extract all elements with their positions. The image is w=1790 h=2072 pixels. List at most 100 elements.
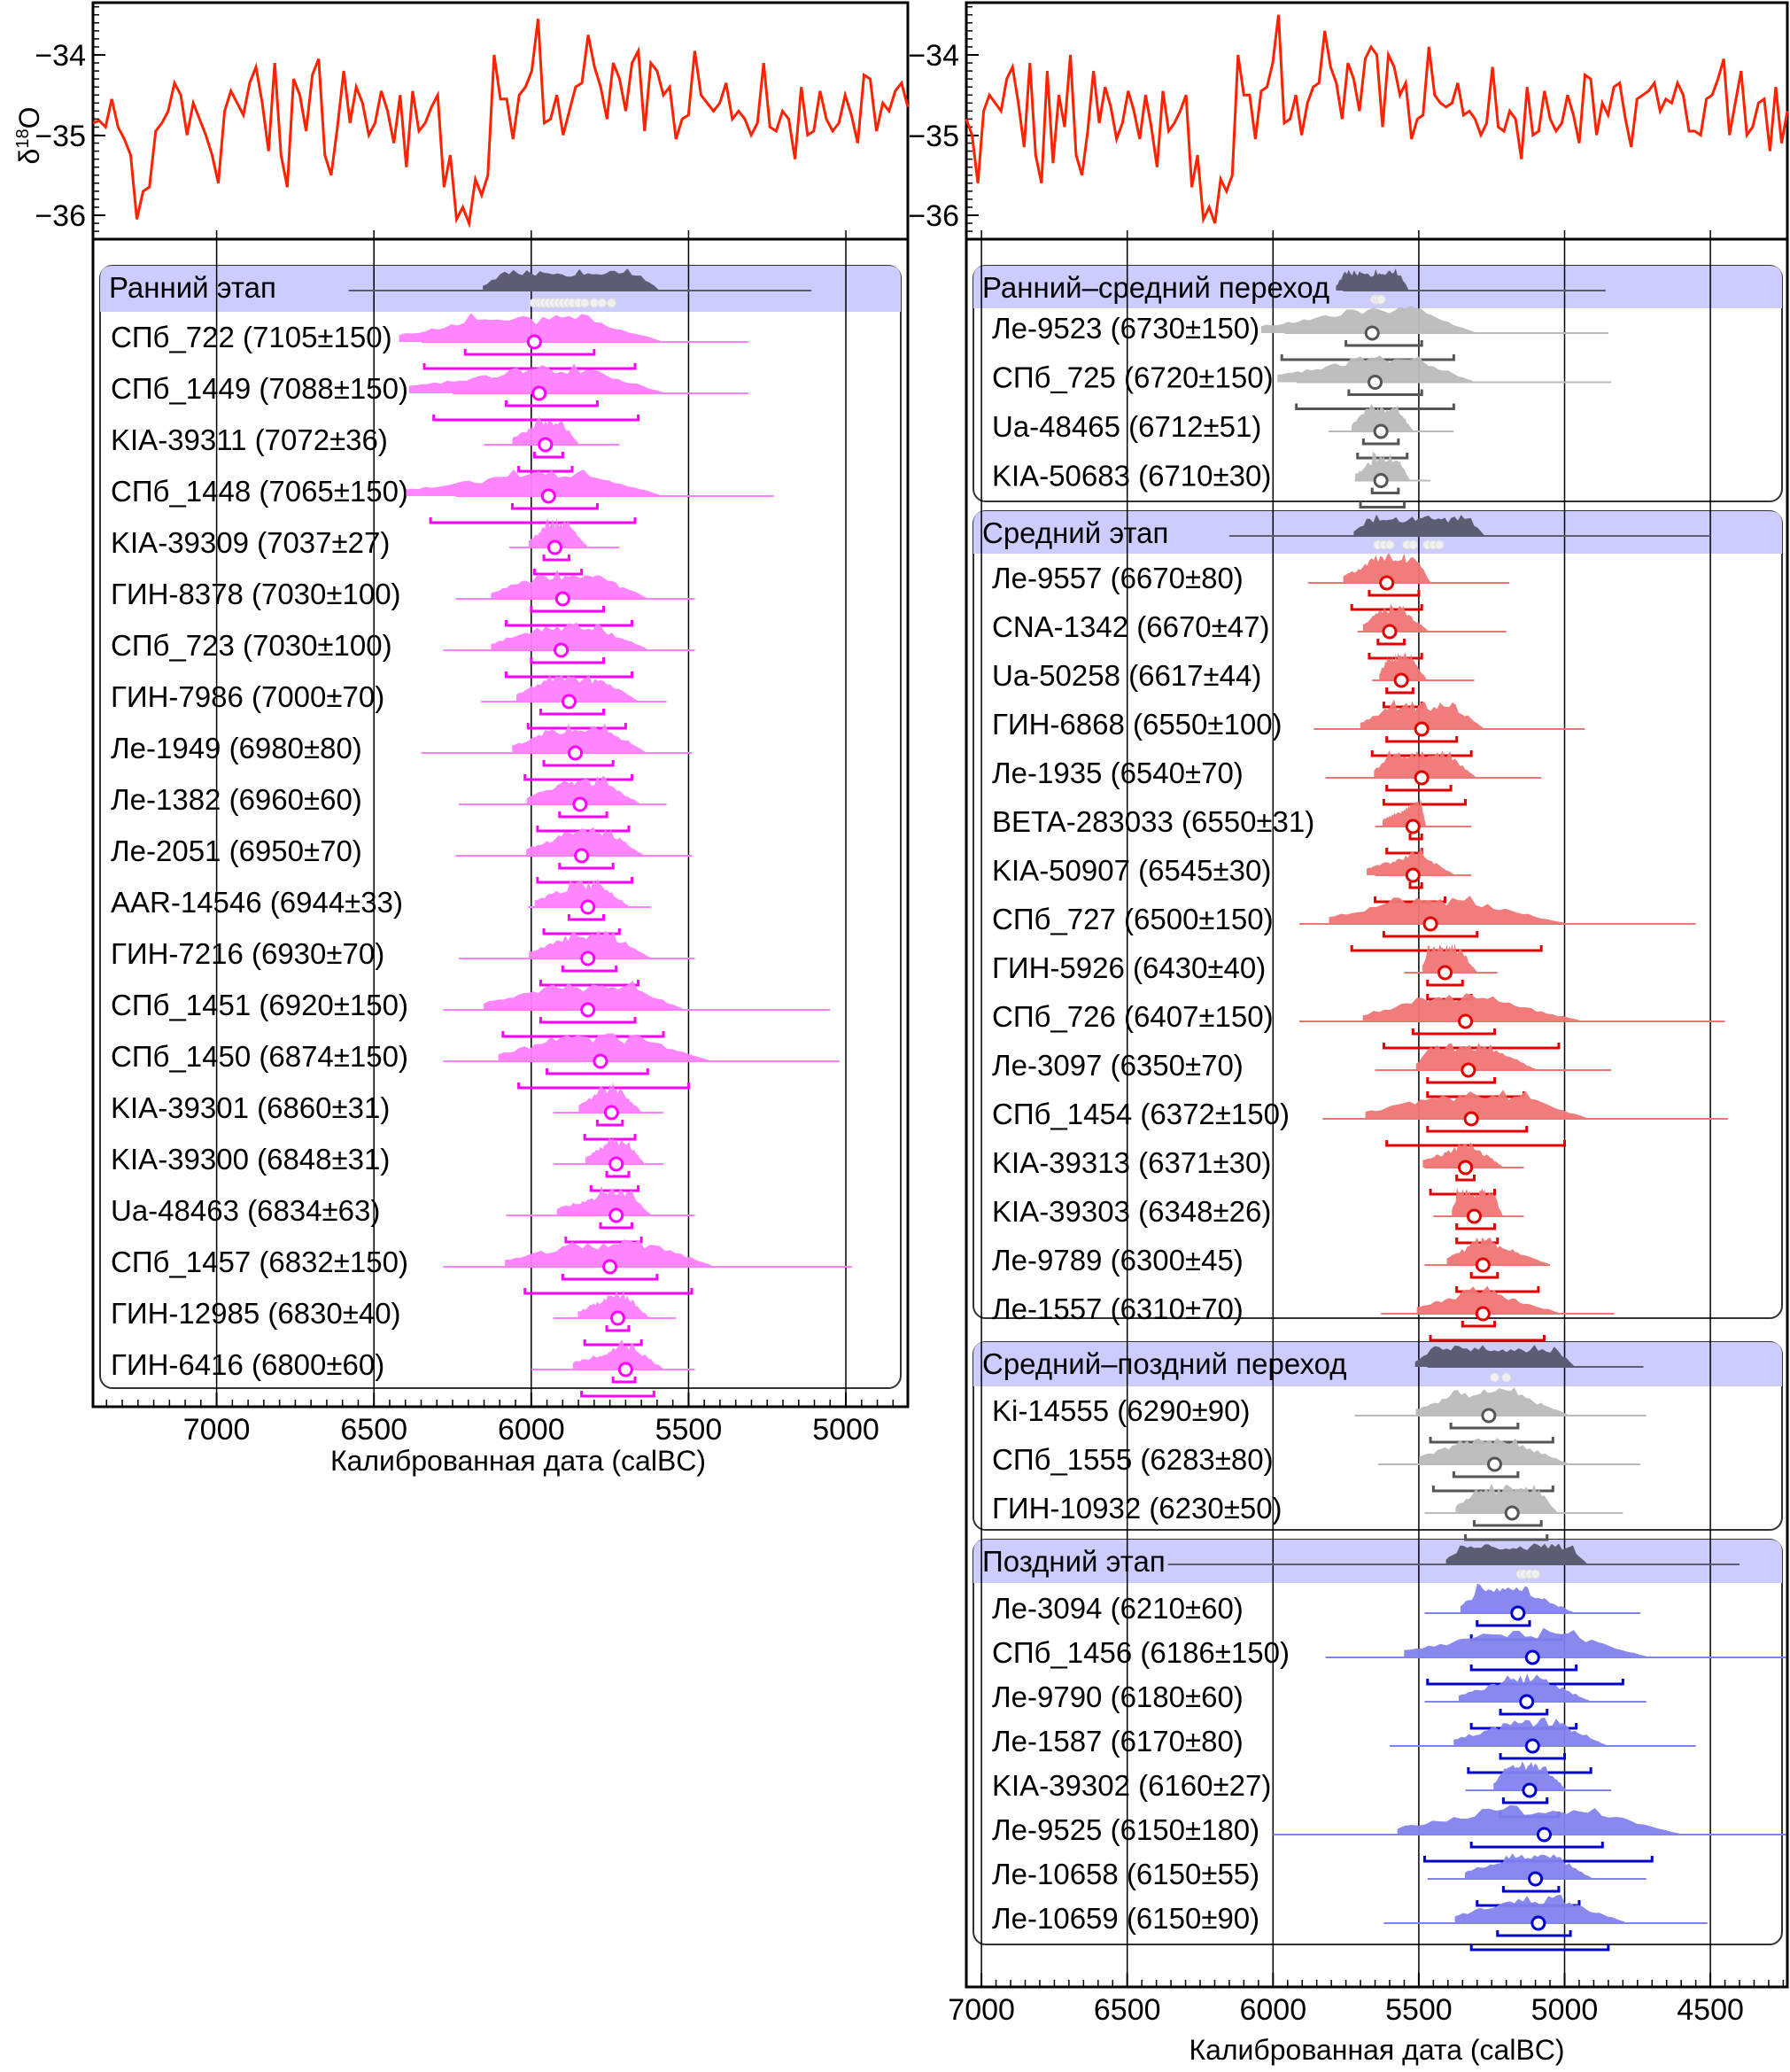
range-68-bracket bbox=[1501, 1797, 1549, 1804]
range-68-bracket bbox=[1344, 340, 1423, 347]
sample-label: AAR-14546 (6944±33) bbox=[111, 886, 403, 919]
sample-label: Ua-48463 (6834±63) bbox=[111, 1194, 380, 1227]
median-marker bbox=[1368, 375, 1383, 390]
sample-row bbox=[506, 1185, 695, 1244]
range-68-bracket bbox=[1469, 1665, 1578, 1672]
median-marker bbox=[617, 1362, 633, 1377]
sample-label: Ле-9523 (6730±150) bbox=[992, 312, 1259, 345]
median-marker bbox=[1373, 423, 1389, 439]
probability-distribution bbox=[1277, 355, 1473, 383]
probability-distribution bbox=[1452, 1187, 1503, 1216]
probability-distribution bbox=[1404, 1627, 1647, 1657]
median-marker bbox=[1524, 1649, 1540, 1665]
x-tick-label: 7000 bbox=[948, 1993, 1015, 2027]
range-68-bracket bbox=[532, 452, 564, 459]
range-68-bracket bbox=[1370, 487, 1400, 494]
sample-row bbox=[406, 469, 774, 524]
probability-distribution bbox=[577, 1290, 648, 1318]
range-68-bracket bbox=[558, 863, 615, 870]
probability-distribution bbox=[1458, 1673, 1589, 1702]
sample-row bbox=[553, 1082, 663, 1141]
probability-distribution bbox=[1374, 750, 1476, 778]
range-95-bracket bbox=[580, 1391, 655, 1398]
median-marker bbox=[554, 642, 570, 658]
group-header-band bbox=[973, 1540, 1782, 1583]
probability-distribution bbox=[1379, 652, 1427, 680]
median-marker bbox=[554, 591, 570, 607]
median-marker bbox=[526, 334, 542, 350]
x-tick-label: 6000 bbox=[498, 1413, 565, 1447]
range-68-bracket bbox=[530, 606, 606, 613]
sample-label: KIA-39309 (7037±27) bbox=[111, 526, 390, 559]
range-95-bracket bbox=[1464, 1534, 1549, 1541]
sample-label: СПб_726 (6407±150) bbox=[992, 1000, 1274, 1033]
probability-distribution bbox=[512, 723, 645, 753]
y-tick-label: −34 bbox=[35, 39, 86, 73]
range-68-bracket bbox=[510, 503, 599, 510]
sample-row bbox=[508, 517, 620, 576]
sample-label: СПб_727 (6500±150) bbox=[992, 903, 1274, 935]
probability-distribution bbox=[529, 930, 650, 958]
probability-distribution bbox=[516, 674, 638, 702]
sample-label: Ле-1935 (6540±70) bbox=[992, 757, 1244, 789]
sample-label: ГИН-12985 (6830±40) bbox=[111, 1297, 401, 1330]
sample-label: Ле-10659 (6150±90) bbox=[992, 1902, 1259, 1935]
sample-label: KIA-39313 (6371±30) bbox=[992, 1146, 1271, 1179]
probability-distribution bbox=[1453, 1718, 1606, 1746]
median-marker bbox=[1475, 1306, 1491, 1322]
sample-label: Ле-2051 (6950±70) bbox=[111, 834, 362, 867]
probability-distribution bbox=[1419, 1438, 1568, 1464]
sample-label: СПб_1454 (6372±150) bbox=[992, 1098, 1290, 1130]
sample-label: Ле-3097 (6350±70) bbox=[992, 1049, 1244, 1082]
sample-row bbox=[480, 674, 667, 730]
sample-label: KIA-39311 (7072±36) bbox=[111, 423, 388, 456]
probability-distribution bbox=[1355, 451, 1410, 481]
sample-label: Ле-3094 (6210±60) bbox=[992, 1592, 1244, 1625]
probability-distribution bbox=[1493, 1761, 1566, 1790]
probability-distribution bbox=[1460, 1583, 1573, 1613]
sample-label: ГИН-10932 (6230±50) bbox=[992, 1492, 1282, 1525]
range-95-bracket bbox=[1382, 799, 1468, 806]
range-68-bracket bbox=[1385, 687, 1414, 695]
sample-label: Ua-50258 (6617±44) bbox=[992, 659, 1261, 692]
range-68-bracket bbox=[1382, 931, 1479, 938]
range-68-bracket bbox=[558, 811, 608, 819]
range-95-bracket bbox=[536, 877, 633, 884]
sample-label: KIA-39301 (6860±31) bbox=[111, 1091, 390, 1124]
y-tick-label: −35 bbox=[35, 120, 86, 153]
range-95-bracket bbox=[1359, 501, 1406, 508]
x-tick-label: 7000 bbox=[183, 1413, 251, 1447]
range-95-bracket bbox=[422, 363, 637, 370]
median-marker bbox=[608, 1156, 624, 1172]
median-marker bbox=[1373, 473, 1389, 488]
range-95-bracket bbox=[542, 928, 621, 935]
sample-row bbox=[1372, 652, 1475, 709]
median-marker bbox=[1437, 965, 1453, 981]
probability-distribution bbox=[1454, 1894, 1625, 1923]
x-tick-label: 5500 bbox=[1385, 1993, 1453, 2027]
range-68-bracket bbox=[1501, 1886, 1561, 1893]
range-68-bracket bbox=[561, 966, 618, 973]
probability-distribution bbox=[1414, 1345, 1575, 1367]
range-95-bracket bbox=[1374, 896, 1447, 904]
probability-distribution bbox=[483, 268, 659, 291]
median-marker bbox=[1379, 575, 1395, 591]
probability-distribution bbox=[512, 416, 579, 445]
probability-distribution bbox=[1365, 1090, 1586, 1119]
range-68-bracket bbox=[546, 1068, 649, 1075]
sample-row bbox=[459, 775, 667, 833]
median-marker bbox=[1524, 1738, 1540, 1754]
range-95-bracket bbox=[539, 980, 640, 987]
group-title: Поздний этап bbox=[982, 1545, 1166, 1578]
range-95-bracket bbox=[523, 774, 633, 781]
range-68-bracket bbox=[1452, 1471, 1520, 1478]
probability-distribution bbox=[578, 1082, 641, 1113]
median-marker bbox=[1458, 1013, 1474, 1029]
group-title: Ранний–средний переход bbox=[982, 271, 1329, 304]
sample-row bbox=[484, 416, 620, 473]
range-95-bracket bbox=[523, 1288, 694, 1295]
probability-distribution bbox=[1329, 896, 1564, 924]
sample-label: KIA-50683 (6710±30) bbox=[992, 460, 1271, 493]
probability-distribution bbox=[1455, 1483, 1557, 1513]
